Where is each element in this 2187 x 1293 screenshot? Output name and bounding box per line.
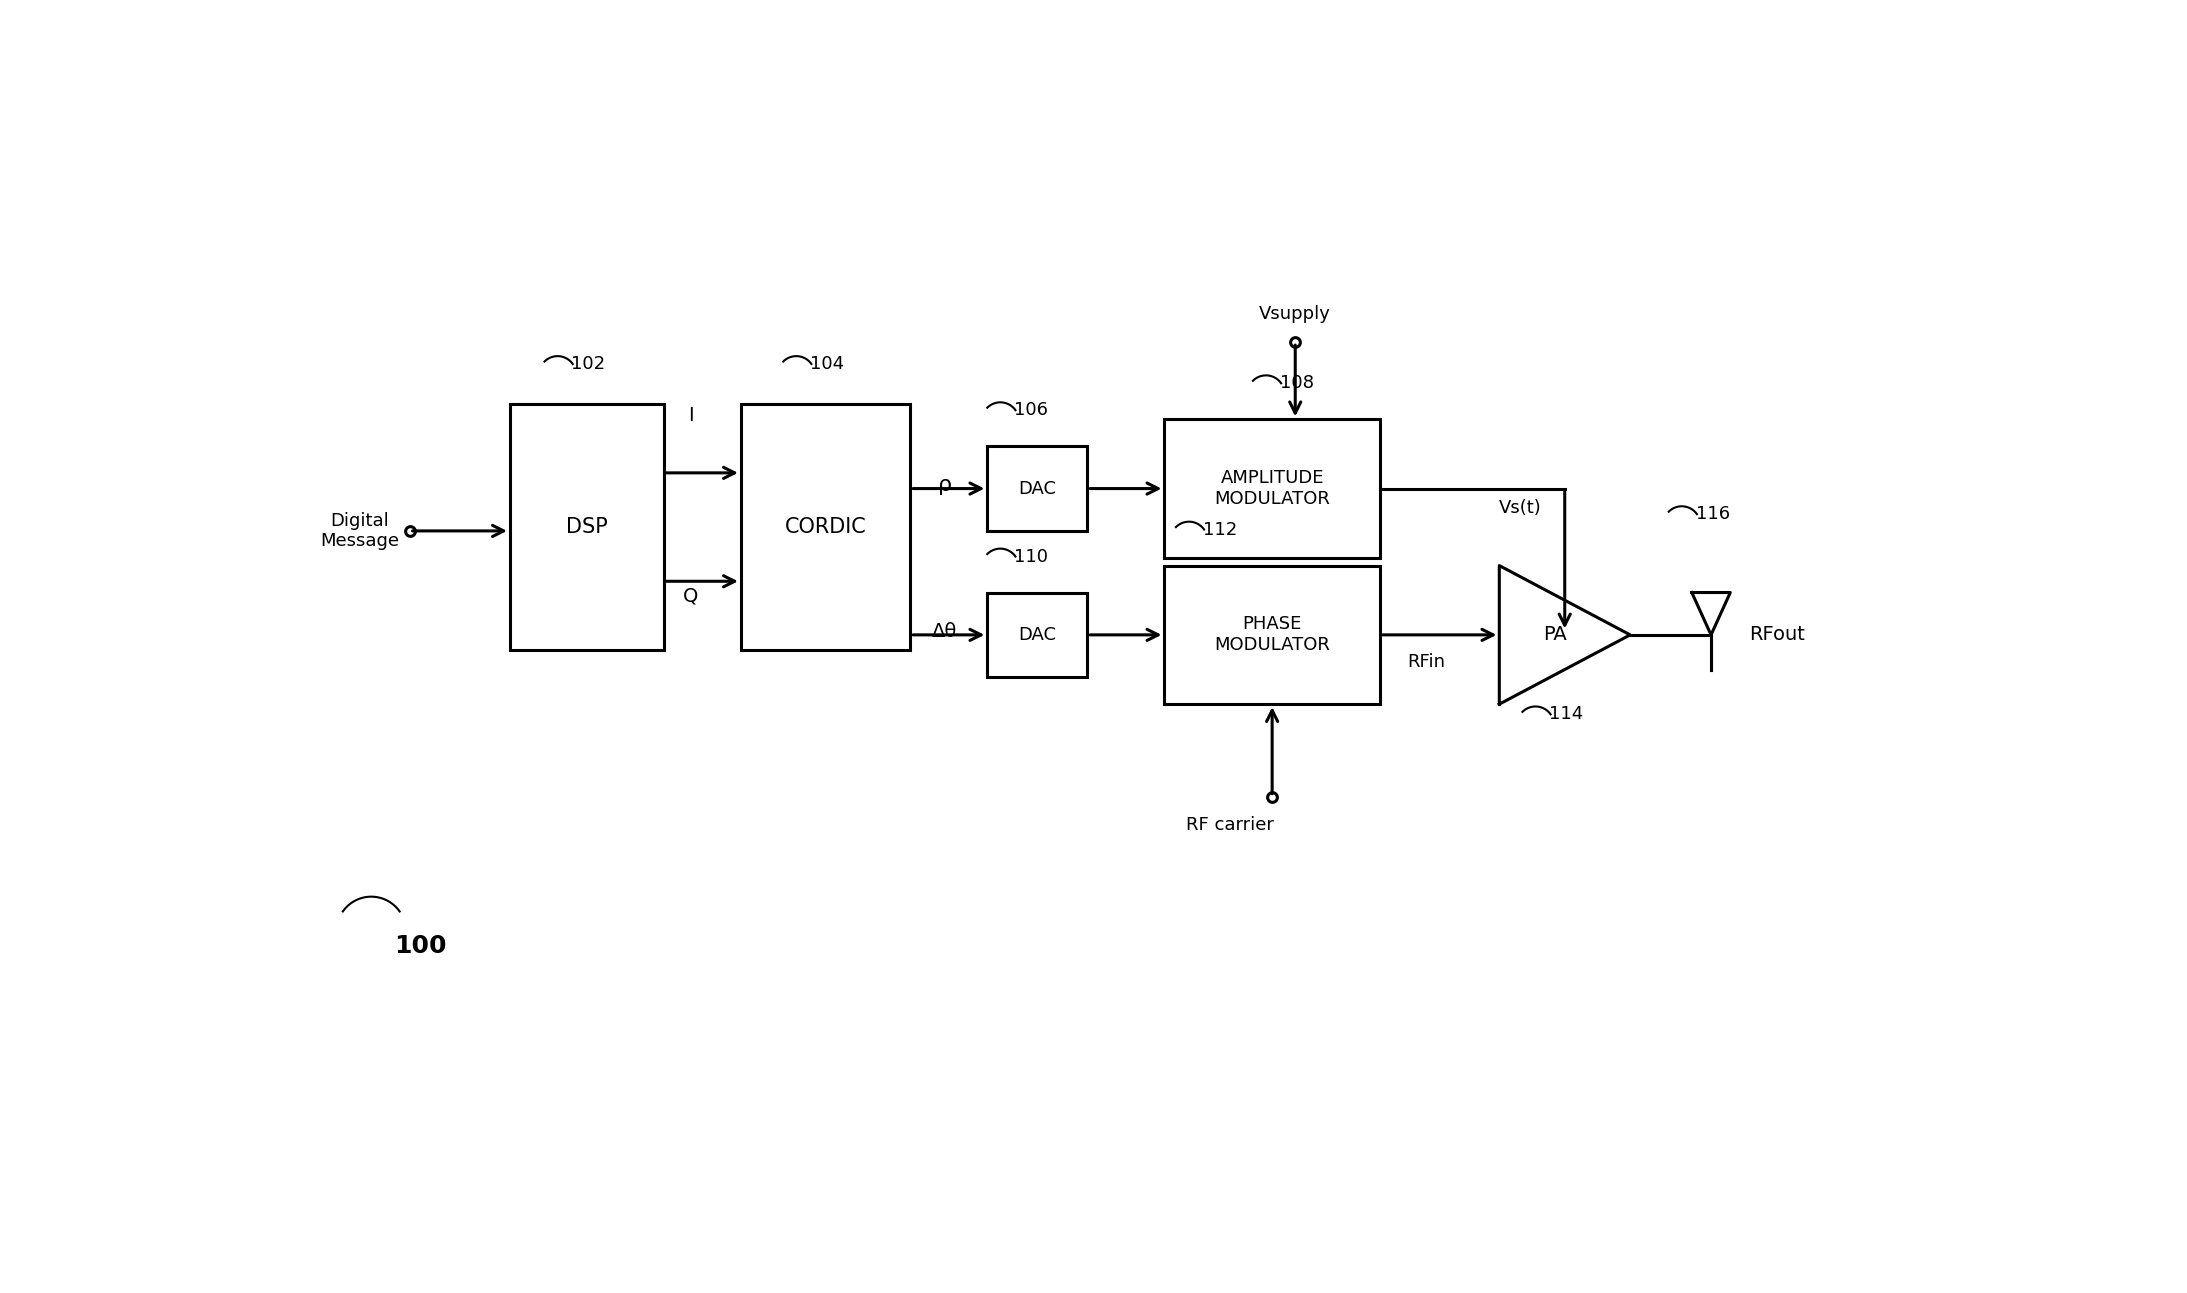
Text: 110: 110 [1015,547,1048,565]
Text: CORDIC: CORDIC [785,517,866,537]
Text: ρ: ρ [938,475,951,495]
Text: 116: 116 [1695,506,1730,524]
Text: 100: 100 [394,935,446,958]
Text: RFout: RFout [1750,626,1806,644]
Bar [510,403,665,650]
Text: AMPLITUDE
MODULATOR: AMPLITUDE MODULATOR [1214,469,1330,508]
Text: Vs(t): Vs(t) [1500,499,1542,517]
Text: DAC: DAC [1019,626,1056,644]
Text: 104: 104 [809,356,844,374]
Text: Q: Q [682,587,698,606]
Text: Digital
Message: Digital Message [319,512,400,551]
Bar [986,446,1087,531]
Text: PHASE
MODULATOR: PHASE MODULATOR [1214,615,1330,654]
Text: 108: 108 [1279,374,1314,392]
Text: RF carrier: RF carrier [1185,816,1273,834]
Text: PA: PA [1544,626,1566,644]
Text: DSP: DSP [566,517,608,537]
Text: 114: 114 [1548,706,1583,723]
Bar [741,403,910,650]
Text: DAC: DAC [1019,480,1056,498]
Bar [1163,565,1380,705]
Text: 102: 102 [571,356,606,374]
Text: I: I [689,406,693,425]
Text: Δθ: Δθ [932,622,958,640]
Bar [986,592,1087,678]
Text: 112: 112 [1203,521,1238,539]
Text: 106: 106 [1015,401,1048,419]
Text: Vsupply: Vsupply [1260,305,1332,323]
Bar [1163,419,1380,557]
Text: RFin: RFin [1406,653,1446,671]
